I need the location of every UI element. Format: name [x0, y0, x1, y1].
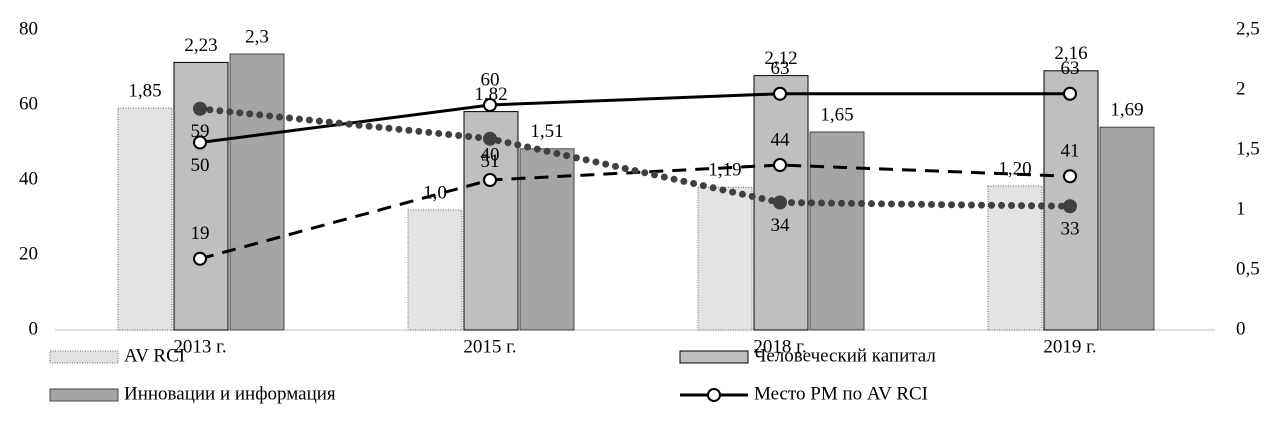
line — [199, 92, 1070, 144]
line-value-label: 40 — [481, 144, 500, 165]
legend-swatch — [49, 388, 119, 402]
line-value-label: 63 — [1061, 58, 1080, 79]
bar-value-label: 2,12 — [764, 48, 797, 69]
line-marker — [773, 158, 787, 172]
legend-label: Инновации и информация — [124, 383, 336, 404]
line-marker — [193, 135, 207, 150]
y2-tick-label: 2 — [1236, 78, 1246, 99]
bar-value-label: 1,0 — [423, 182, 447, 203]
bar-value-label: 1,51 — [530, 121, 563, 142]
bar — [407, 209, 463, 331]
line-value-label: 19 — [191, 223, 210, 244]
bar-value-label: 2,23 — [184, 35, 217, 56]
line-value-label: 41 — [1061, 141, 1080, 162]
line-marker — [193, 101, 207, 116]
bar-value-label: 1,65 — [820, 104, 853, 125]
legend-label: Место РМ по AV RCI — [754, 383, 928, 404]
legend-label: Человеческий капитал — [754, 345, 936, 366]
line-marker — [773, 86, 787, 101]
bar — [117, 107, 173, 331]
legend-label: AV RCI — [124, 345, 185, 366]
y2-tick-label: 0,5 — [1236, 258, 1260, 279]
bar — [809, 131, 865, 331]
bar-value-label: 2,16 — [1054, 43, 1087, 64]
line-marker — [1063, 169, 1077, 184]
bar-value-label: 1,85 — [128, 80, 161, 101]
bar — [463, 111, 519, 331]
bar-value-label: 1,69 — [1110, 100, 1143, 121]
line-value-label: 60 — [481, 69, 500, 90]
bar — [229, 53, 285, 331]
line — [199, 163, 1071, 261]
y-tick-label: 60 — [19, 93, 38, 114]
legend-swatch — [679, 350, 749, 364]
y-tick-label: 80 — [19, 18, 38, 39]
line-marker — [1063, 199, 1077, 214]
x-tick-label: 2015 г. — [463, 336, 516, 357]
legend-swatch — [707, 388, 721, 402]
line-marker — [1063, 86, 1077, 101]
line-value-label: 51 — [481, 151, 500, 172]
y-tick-label: 0 — [29, 318, 39, 339]
x-tick-label: 2018 г. — [753, 336, 806, 357]
line-marker — [483, 173, 497, 187]
line — [196, 105, 1074, 210]
line-value-label: 34 — [771, 215, 791, 236]
y2-tick-label: 0 — [1236, 318, 1246, 339]
line-marker — [483, 98, 497, 112]
x-tick-label: 2013 г. — [173, 336, 226, 357]
line-marker — [773, 195, 787, 210]
line-value-label: 50 — [191, 155, 210, 176]
line-marker — [193, 251, 207, 266]
bar-value-label: 1,20 — [998, 158, 1031, 179]
bar-value-label: 1,82 — [474, 84, 507, 105]
line-value-label: 59 — [191, 121, 210, 142]
bar-value-label: 2,3 — [245, 26, 269, 47]
line-value-label: 63 — [771, 58, 790, 79]
line-marker — [483, 131, 497, 146]
y-tick-label: 40 — [19, 168, 38, 189]
y2-tick-label: 2,5 — [1236, 18, 1260, 39]
bar-value-label: 1,19 — [708, 160, 741, 181]
bar — [519, 148, 575, 331]
bar — [1099, 126, 1155, 331]
bar — [987, 185, 1043, 331]
y2-tick-label: 1,5 — [1236, 138, 1260, 159]
y2-tick-label: 1 — [1236, 198, 1246, 219]
legend-swatch — [49, 350, 119, 364]
x-tick-label: 2019 г. — [1043, 336, 1096, 357]
bar — [697, 186, 753, 331]
y-tick-label: 20 — [19, 243, 38, 264]
line-value-label: 44 — [771, 129, 791, 150]
line-value-label: 33 — [1061, 219, 1080, 240]
